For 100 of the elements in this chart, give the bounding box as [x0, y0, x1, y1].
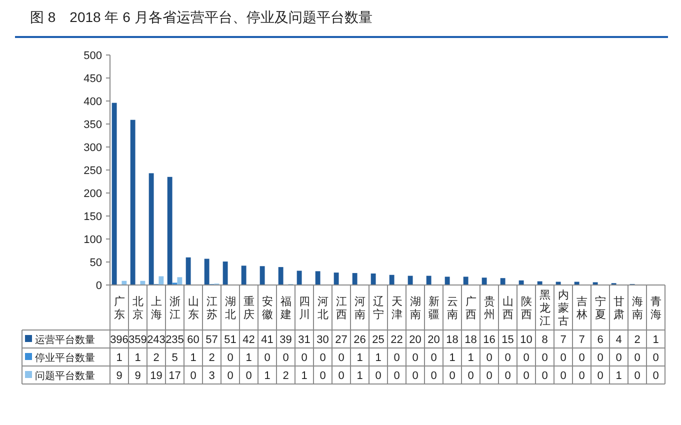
data-label: 1	[356, 370, 363, 382]
data-label: 1	[246, 352, 252, 364]
data-label: 0	[338, 370, 344, 382]
data-label: 25	[372, 334, 384, 346]
x-tick-label: 上海	[150, 295, 162, 321]
data-label: 0	[504, 370, 511, 382]
data-label: 1	[301, 370, 308, 382]
x-tick-label: 青海	[650, 295, 662, 321]
x-tick-label: 广西	[465, 295, 476, 321]
data-label: 0	[597, 352, 604, 364]
x-tick-label: 黑龙江	[539, 290, 550, 328]
data-label: 2	[208, 352, 215, 364]
y-tick-label: 50	[90, 257, 102, 269]
y-tick-label: 200	[84, 188, 102, 200]
x-tick-label: 湖北	[224, 296, 236, 321]
data-label: 0	[616, 352, 622, 364]
data-label: 17	[168, 370, 181, 382]
data-label: 0	[486, 370, 492, 382]
data-label: 0	[394, 370, 400, 382]
data-label: 243	[147, 334, 166, 346]
data-label: 19	[150, 370, 162, 382]
data-label: 18	[446, 334, 458, 346]
data-label: 0	[523, 352, 530, 364]
data-label: 0	[634, 352, 640, 364]
data-label: 31	[298, 334, 310, 346]
data-label: 20	[409, 334, 422, 346]
data-label: 2	[282, 370, 289, 382]
data-label: 8	[542, 334, 548, 346]
data-label: 0	[320, 352, 326, 364]
x-tick-label: 辽宁	[372, 296, 384, 321]
data-label: 27	[335, 334, 348, 346]
data-label: 1	[134, 352, 141, 364]
data-label: 15	[502, 334, 514, 346]
data-label: 1	[190, 352, 196, 364]
data-label: 6	[597, 334, 604, 346]
data-label: 30	[316, 334, 329, 346]
data-label: 2	[153, 352, 160, 364]
data-label: 0	[578, 370, 585, 382]
data-label: 0	[430, 352, 437, 364]
data-label: 16	[483, 334, 496, 346]
data-label: 57	[206, 334, 218, 346]
data-label: 0	[504, 352, 511, 364]
data-label: 0	[264, 352, 270, 364]
legend-label: 运营平台数量	[35, 334, 95, 346]
x-tick-label: 吉林	[575, 295, 588, 321]
data-label: 0	[430, 370, 437, 382]
data-label: 0	[394, 352, 400, 364]
data-label: 0	[412, 370, 418, 382]
data-label: 0	[542, 352, 548, 364]
y-tick-label: 150	[84, 211, 102, 223]
x-tick-label: 安徽	[262, 295, 273, 321]
y-tick-label: 450	[84, 73, 102, 85]
data-label: 0	[523, 370, 530, 382]
data-label: 7	[560, 334, 566, 346]
x-tick-label: 重庆	[243, 295, 254, 321]
data-label: 0	[542, 370, 548, 382]
data-label: 22	[390, 334, 403, 346]
data-label: 0	[597, 370, 604, 382]
data-label: 1	[652, 334, 659, 346]
data-label: 0	[227, 352, 234, 364]
data-label: 0	[560, 370, 566, 382]
x-tick-label: 河南	[354, 296, 366, 321]
x-tick-label: 陕西	[520, 296, 532, 321]
data-label: 51	[224, 334, 236, 346]
data-label: 0	[301, 352, 308, 364]
data-label: 1	[356, 352, 363, 364]
data-label: 1	[375, 352, 382, 364]
data-label: 0	[652, 352, 659, 364]
data-label: 0	[190, 370, 196, 382]
data-label: 9	[134, 370, 141, 382]
data-label: 18	[464, 334, 477, 346]
data-label: 1	[468, 352, 474, 364]
data-label: 26	[354, 334, 366, 346]
x-tick-label: 山西	[502, 295, 514, 321]
legend-label: 问题平台数量	[35, 370, 95, 382]
data-label: 0	[634, 370, 640, 382]
data-label: 235	[166, 334, 184, 346]
data-label: 0	[560, 352, 566, 364]
data-label: 5	[172, 352, 178, 364]
y-tick-label: 300	[84, 142, 102, 154]
y-tick-label: 350	[84, 119, 102, 131]
x-tick-label: 甘肃	[613, 295, 624, 321]
data-label: 4	[616, 334, 622, 346]
x-tick-label: 山东	[188, 295, 199, 321]
data-label: 359	[128, 334, 147, 346]
data-label: 41	[261, 334, 274, 346]
data-label: 0	[227, 370, 234, 382]
x-tick-label: 海南	[632, 296, 643, 321]
y-tick-label: 100	[84, 234, 102, 246]
x-tick-label: 四川	[298, 296, 310, 321]
data-label: 0	[338, 352, 344, 364]
data-label: 396	[110, 334, 128, 346]
data-label: 0	[412, 352, 418, 364]
x-tick-label: 福建	[279, 295, 292, 321]
x-tick-label: 贵州	[484, 295, 495, 321]
data-label: 0	[486, 352, 492, 364]
data-label: 7	[578, 334, 585, 346]
data-label: 0	[578, 352, 585, 364]
data-label: 3	[208, 370, 215, 382]
data-label: 20	[428, 334, 440, 346]
